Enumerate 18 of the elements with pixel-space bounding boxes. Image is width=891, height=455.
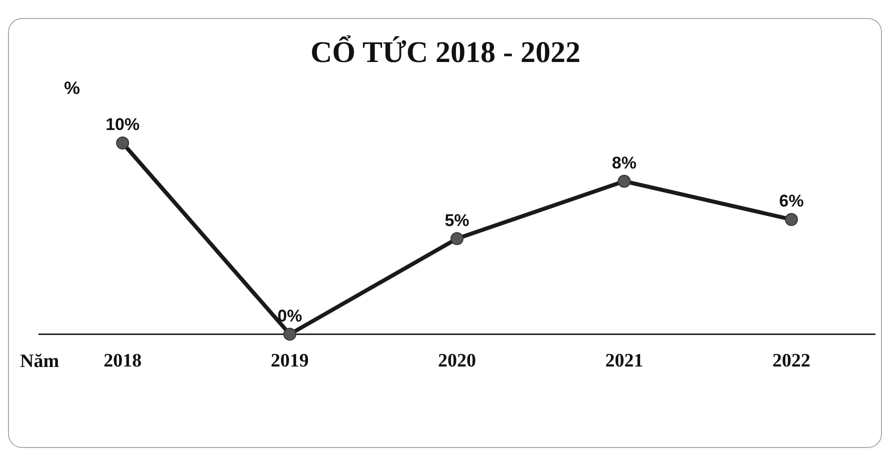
data-label: 8% [612,153,636,172]
data-label: 10% [106,115,140,134]
point [116,136,130,150]
data-label: 5% [444,210,470,230]
x-tick-label: 2018 [104,350,142,372]
point [618,174,631,188]
y-axis-title: % [64,78,80,99]
point [283,328,296,341]
x-axis-title: Năm [20,351,60,373]
chart-title: CỔ TỨC 2018 - 2022 [310,36,582,70]
x-tick-label: 2022 [772,350,810,372]
point [450,232,464,246]
data-label: 0% [278,306,302,326]
x-tick-label: 2020 [438,350,476,372]
x-tick-label: 2021 [605,350,644,372]
x-tick-label: 2019 [270,350,309,372]
point [784,212,798,226]
data-label: 6% [779,192,804,211]
